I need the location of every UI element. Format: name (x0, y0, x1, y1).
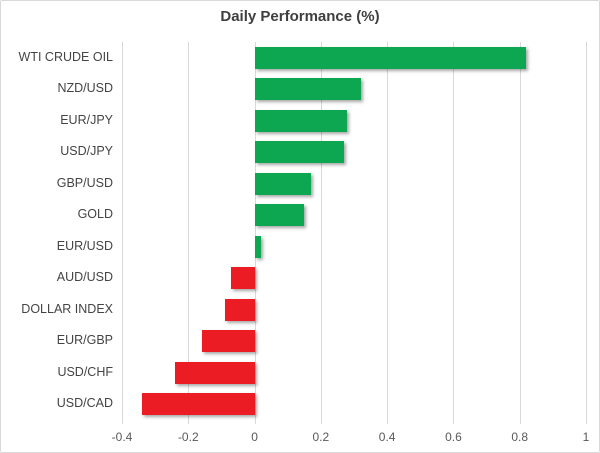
axis-tick (122, 420, 123, 424)
gridline (254, 42, 256, 420)
gridline (387, 42, 389, 420)
category-label-dollar-index: DOLLAR INDEX (21, 301, 113, 316)
bar-eur-usd (254, 235, 262, 258)
category-label-eur-jpy: EUR/JPY (60, 112, 113, 127)
bar-dollar-index (224, 298, 255, 321)
category-label-usd-chf: USD/CHF (57, 364, 113, 379)
bar-eur-jpy (254, 109, 348, 132)
chart-title: Daily Performance (%) (220, 8, 380, 25)
axis-tick (519, 420, 521, 424)
axis-tick (586, 420, 587, 424)
category-label-usd-jpy: USD/JPY (60, 144, 113, 159)
x-tick-label: 0.2 (312, 430, 330, 444)
category-label-gold: GOLD (77, 207, 113, 222)
bar-eur-gbp (201, 330, 255, 353)
bar-wti-crude-oil (254, 46, 527, 69)
bar-usd-jpy (254, 141, 345, 164)
axis-tick (453, 420, 455, 424)
x-tick-label: 0.4 (378, 430, 396, 444)
bar-usd-chf (175, 361, 255, 384)
gridline (453, 42, 455, 420)
category-label-wti-crude-oil: WTI CRUDE OIL (18, 49, 113, 64)
bar-gold (254, 204, 305, 227)
x-tick-label: -0.2 (177, 430, 199, 444)
gridline (188, 42, 190, 420)
x-tick-label: -0.4 (111, 430, 133, 444)
axis-tick (320, 420, 322, 424)
gridline (519, 42, 521, 420)
axis-tick (188, 420, 190, 424)
category-label-eur-usd: EUR/USD (56, 238, 113, 253)
bar-gbp-usd (254, 172, 311, 195)
gridline (586, 42, 587, 420)
x-tick-label: 0 (251, 430, 258, 444)
gridline (320, 42, 322, 420)
bar-aud-usd (231, 267, 255, 290)
axis-tick (387, 420, 389, 424)
category-label-eur-gbp: EUR/GBP (56, 333, 113, 348)
x-tick-label: 1 (582, 430, 590, 444)
x-tick-label: 0.6 (445, 430, 462, 444)
bar-usd-cad (141, 393, 255, 416)
category-label-gbp-usd: GBP/USD (56, 175, 113, 190)
bar-nzd-usd (254, 78, 361, 101)
gridline (122, 42, 123, 420)
category-label-usd-cad: USD/CAD (56, 396, 113, 411)
x-tick-label: 0.8 (511, 430, 529, 444)
axis-tick (254, 420, 256, 424)
category-label-aud-usd: AUD/USD (56, 270, 113, 285)
category-label-nzd-usd: NZD/USD (57, 81, 113, 96)
